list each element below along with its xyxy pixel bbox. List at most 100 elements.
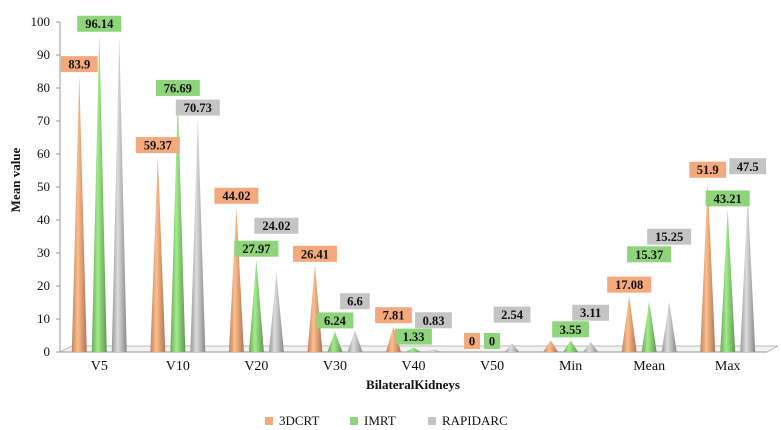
bar-imrt-v20 (248, 259, 264, 352)
data-label-bg-rapidarc (493, 306, 531, 323)
bar-rapidarc-v50 (504, 343, 520, 352)
bar-imrt-v40 (406, 347, 421, 352)
data-label-bg-rapidarc (254, 217, 299, 234)
bar-3dcrt-v30 (307, 264, 323, 352)
data-label-imrt-v50: 0 (489, 335, 495, 349)
x-tick-label: V10 (166, 359, 190, 374)
legend-swatch-imrt (350, 417, 358, 425)
y-tick-label: 50 (37, 179, 50, 194)
data-label-bg-3dcrt (292, 245, 337, 262)
y-tick-label: 80 (37, 80, 50, 95)
data-label-bg-imrt (484, 333, 501, 349)
data-label-bg-3dcrt (60, 56, 98, 73)
legend-label-3dcrt: 3DCRT (279, 413, 319, 428)
data-label-bg-rapidarc (729, 158, 767, 175)
x-tick-label: Mean (633, 359, 665, 374)
bar-3dcrt-v5 (71, 75, 87, 352)
bar-imrt-mean (641, 301, 657, 352)
y-tick-label: 30 (37, 245, 50, 260)
bar-rapidarc-mean (661, 301, 677, 352)
data-label-imrt-v20: 27.97 (242, 242, 270, 256)
y-tick-label: 70 (37, 113, 50, 128)
bars-group (71, 34, 756, 352)
data-label-rapidarc-v10: 70.73 (184, 101, 212, 115)
legend-label-rapidarc: RAPIDARC (442, 413, 508, 428)
y-tick-label: 10 (37, 311, 50, 326)
bar-3dcrt-min (543, 340, 559, 352)
data-label-bg-rapidarc (572, 304, 610, 321)
data-label-imrt-min: 3.55 (560, 323, 582, 337)
y-tick-label: 100 (31, 14, 51, 29)
data-label-bg-rapidarc (647, 228, 692, 245)
data-label-bg-imrt (77, 15, 122, 32)
legend-swatch-rapidarc (428, 417, 436, 425)
data-label-bg-imrt (627, 246, 672, 263)
data-label-bg-3dcrt (607, 276, 652, 293)
data-label-3dcrt-v50: 0 (469, 335, 475, 349)
x-tick-label: V50 (480, 359, 504, 374)
bar-3dcrt-mean (621, 295, 637, 352)
data-label-bg-imrt (705, 190, 750, 207)
data-label-bg-imrt (552, 321, 590, 338)
x-tick-label: V40 (401, 359, 425, 374)
bar-rapidarc-v10 (190, 118, 206, 352)
bar-rapidarc-v40 (426, 349, 441, 352)
data-label-bg-rapidarc (340, 293, 370, 310)
legend: 3DCRT IMRT RAPIDARC (265, 413, 508, 428)
y-tick-label: 20 (37, 278, 50, 293)
x-tick-label: V30 (323, 359, 347, 374)
data-label-3dcrt-max: 51.9 (697, 163, 719, 177)
data-label-bg-imrt (395, 328, 432, 345)
y-axis-ticks: 0 10 20 30 40 50 60 70 80 90 100 (31, 14, 60, 359)
y-tick-label: 60 (37, 146, 50, 161)
data-label-bg-imrt (316, 312, 354, 329)
bar-imrt-v30 (327, 331, 343, 352)
bar-imrt-v10 (170, 98, 186, 352)
data-label-bg-imrt (155, 79, 200, 96)
data-label-imrt-v40: 1.33 (403, 330, 425, 344)
data-label-rapidarc-v20: 24.02 (262, 219, 290, 233)
data-label-bg-imrt (234, 240, 279, 257)
data-label-imrt-mean: 15.37 (635, 248, 663, 262)
y-tick-label: 40 (37, 212, 50, 227)
data-label-rapidarc-v30: 6.6 (347, 295, 363, 309)
data-label-imrt-v10: 76.69 (164, 81, 192, 95)
data-label-imrt-max: 43.21 (714, 192, 742, 206)
data-label-3dcrt-mean: 17.08 (615, 278, 643, 292)
data-label-rapidarc-min: 3.11 (580, 306, 601, 320)
data-label-bg-rapidarc (175, 99, 220, 116)
bar-imrt-min (563, 340, 579, 352)
data-label-3dcrt-v10: 59.37 (144, 139, 172, 153)
data-label-3dcrt-v20: 44.02 (222, 189, 250, 203)
data-label-rapidarc-max: 47.5 (737, 160, 759, 174)
x-tick-label: V20 (244, 359, 268, 374)
x-tick-label: Max (715, 359, 741, 374)
data-label-rapidarc-v50: 2.54 (501, 308, 524, 322)
data-label-imrt-v30: 6.24 (324, 314, 347, 328)
y-tick-label: 0 (44, 344, 51, 359)
x-tick-label: V5 (91, 359, 108, 374)
y-axis-title: Mean value (8, 147, 23, 212)
data-label-rapidarc-v40: 0.83 (423, 314, 445, 328)
data-label-bg-rapidarc (415, 312, 452, 329)
bar-3dcrt-max (700, 180, 716, 352)
data-label-bg-3dcrt (464, 333, 481, 349)
bar-rapidarc-v5 (111, 36, 127, 352)
data-label-3dcrt-v5: 83.9 (68, 58, 90, 72)
bar-rapidarc-v20 (268, 272, 284, 352)
x-tick-label: Min (559, 359, 582, 374)
data-label-3dcrt-v30: 26.41 (301, 247, 329, 261)
bar-3dcrt-v40 (386, 326, 401, 352)
bar-3dcrt-v10 (150, 156, 166, 352)
data-label-bg-3dcrt (214, 187, 259, 204)
bar-imrt-max (720, 209, 736, 352)
bar-rapidarc-max (740, 195, 756, 352)
bar-imrt-v5 (91, 34, 107, 352)
data-label-3dcrt-v40: 7.81 (383, 309, 405, 323)
data-label-bg-3dcrt (135, 137, 180, 154)
legend-swatch-3dcrt (265, 417, 273, 425)
data-label-bg-3dcrt (689, 161, 727, 178)
legend-label-imrt: IMRT (364, 413, 396, 428)
